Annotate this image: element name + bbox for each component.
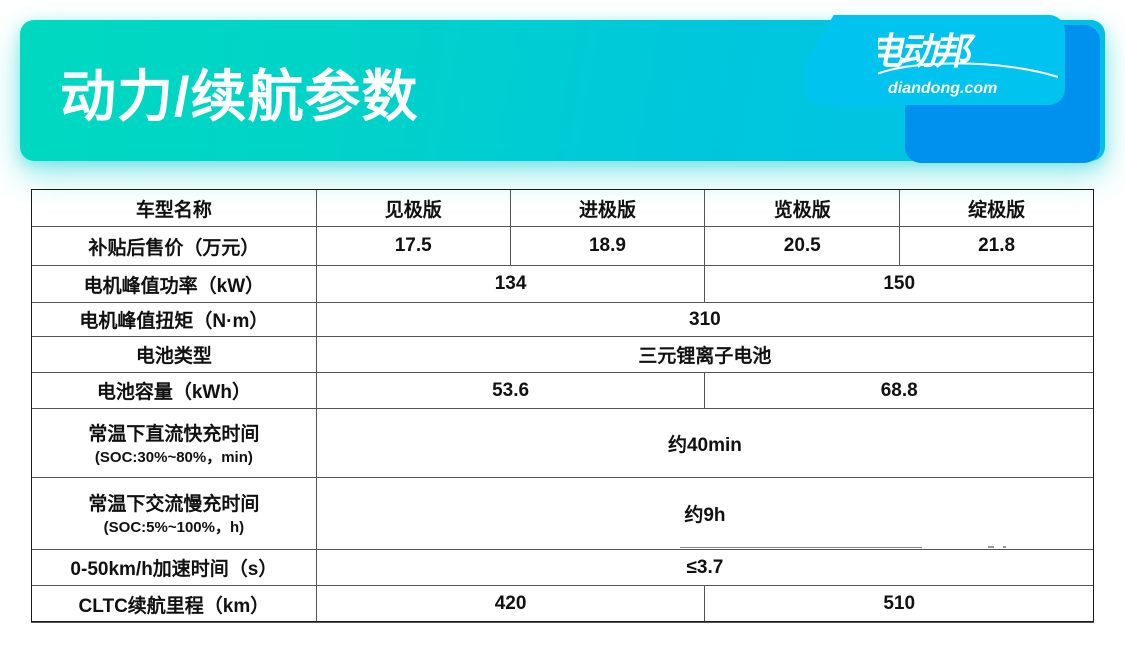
- svg-text:diandong.com: diandong.com: [888, 80, 997, 97]
- svg-text:电动邦: 电动邦: [878, 30, 977, 72]
